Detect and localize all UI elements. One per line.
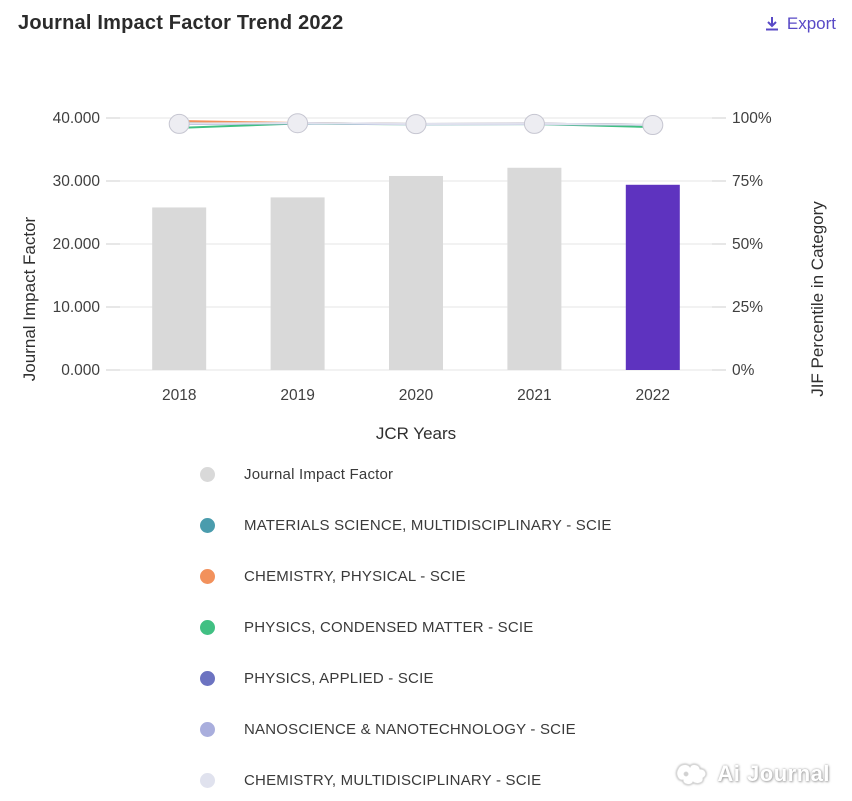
left-axis-tick-label: 20.000 [53,236,101,253]
page-title: Journal Impact Factor Trend 2022 [18,12,344,34]
legend-item-1[interactable]: MATERIALS SCIENCE, MULTIDISCIPLINARY - S… [200,500,852,551]
x-tick-label-2020: 2020 [399,387,434,404]
line-marker-2018[interactable] [168,113,190,134]
line-marker-2022[interactable] [642,115,664,136]
legend-swatch-icon [200,722,215,737]
right-axis-tick-label: 25% [732,299,763,316]
watermark: Ai Journal [675,761,830,787]
jif-bar-2020[interactable] [389,175,443,370]
panel-header: Journal Impact Factor Trend 2022 Export [0,0,852,55]
right-axis-title: JIF Percentile in Category [808,201,827,397]
x-axis-title: JCR Years [376,424,456,443]
jif-bar-2021[interactable] [507,167,562,370]
left-axis-tick-label: 10.000 [53,299,101,316]
left-axis-tick-label: 30.000 [53,173,101,190]
line-marker-2021[interactable] [523,113,545,134]
legend-item-label: CHEMISTRY, MULTIDISCIPLINARY - SCIE [244,772,542,789]
line-marker-2020[interactable] [405,114,427,135]
x-tick-label-2018: 2018 [162,387,196,404]
trend-chart: 0.000 0% 10.000 25% 20.000 50% 30.000 75% 40.000… [53,110,772,443]
x-tick-label-2022: 2022 [636,387,670,404]
right-axis-tick-label: 50% [732,236,763,253]
legend-swatch-icon [200,671,215,686]
legend-item-label: MATERIALS SCIENCE, MULTIDISCIPLINARY - S… [244,517,612,534]
legend-item-label: PHYSICS, APPLIED - SCIE [244,670,434,687]
right-axis-tick-label: 0% [732,362,755,379]
watermark-text: Ai Journal [717,761,830,786]
legend-swatch-icon [200,620,215,635]
legend-swatch-icon [200,569,215,584]
legend-item-label: NANOSCIENCE & NANOTECHNOLOGY - SCIE [244,721,576,738]
legend: Journal Impact Factor MATERIALS SCIENCE, … [0,449,852,801]
legend-item-5[interactable]: NANOSCIENCE & NANOTECHNOLOGY - SCIE [200,704,852,755]
right-axis-tick-label: 75% [732,173,763,190]
export-button[interactable]: Export [764,14,836,34]
legend-item-0[interactable]: Journal Impact Factor [200,449,852,500]
legend-item-label: PHYSICS, CONDENSED MATTER - SCIE [244,619,534,636]
legend-item-3[interactable]: PHYSICS, CONDENSED MATTER - SCIE [200,602,852,653]
legend-swatch-icon [200,518,215,533]
x-tick-label-2021: 2021 [517,387,551,404]
jif-bar-2022[interactable] [625,184,680,370]
chart-area: 0.000 0% 10.000 25% 20.000 50% 30.000 75% 40.000… [0,55,852,455]
legend-item-4[interactable]: PHYSICS, APPLIED - SCIE [200,653,852,704]
download-icon [765,16,778,30]
bird-logo-icon [676,764,707,785]
x-tick-label-2019: 2019 [280,387,314,404]
right-axis-tick-label: 100% [732,110,772,127]
left-axis-title: Journal Impact Factor [20,216,39,382]
left-axis-tick-label: 40.000 [53,110,101,127]
line-marker-2019[interactable] [287,113,309,134]
export-label: Export [786,14,836,33]
jif-bar-2019[interactable] [270,197,325,370]
legend-swatch-icon [200,467,215,482]
legend-item-2[interactable]: CHEMISTRY, PHYSICAL - SCIE [200,551,852,602]
legend-swatch-icon [200,773,215,788]
left-axis-tick-label: 0.000 [61,362,100,379]
jif-bar-2018[interactable] [152,207,207,370]
legend-item-6[interactable]: CHEMISTRY, MULTIDISCIPLINARY - SCIE [200,755,852,801]
legend-item-label: CHEMISTRY, PHYSICAL - SCIE [244,568,466,585]
legend-item-label: Journal Impact Factor [244,466,394,483]
